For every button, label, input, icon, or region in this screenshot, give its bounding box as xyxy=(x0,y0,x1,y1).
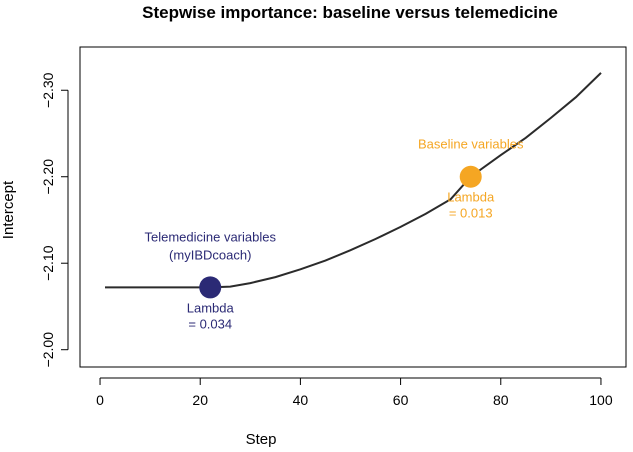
x-tick-label: 100 xyxy=(589,392,613,408)
x-tick-label: 80 xyxy=(493,392,509,408)
lambda-label: Lambda xyxy=(187,300,235,315)
x-tick-label: 60 xyxy=(393,392,409,408)
highlight-point-group: Baseline variables Lambda= 0.013 xyxy=(418,137,524,221)
plot-area: Telemedicine variables (myIBDcoach) Lambda… xyxy=(79,46,627,368)
y-axis-label: Intercept xyxy=(0,180,17,239)
group-label: Telemedicine variables xyxy=(144,229,276,244)
group-label: (myIBDcoach) xyxy=(169,247,251,262)
plot-frame xyxy=(79,46,627,368)
marker-layer: Telemedicine variables (myIBDcoach) Lambda… xyxy=(144,137,523,332)
x-tick-label: 20 xyxy=(192,392,208,408)
y-tick-label: −2.30 xyxy=(40,72,56,108)
y-tick-label: −2.00 xyxy=(40,332,56,368)
y-tick-label: −2.10 xyxy=(40,245,56,281)
highlight-point xyxy=(459,165,482,188)
x-tick-label: 0 xyxy=(96,392,104,408)
x-tick-label: 40 xyxy=(293,392,309,408)
y-axis: −2.00 −2.10 −2.20 −2.30 xyxy=(40,72,69,368)
lambda-label: Lambda xyxy=(447,190,495,205)
x-axis: 0 20 40 60 80 100 xyxy=(96,377,613,408)
chart-title: Stepwise importance: baseline versus tel… xyxy=(142,3,558,22)
group-label: Baseline variables xyxy=(418,137,524,152)
x-axis-label: Step xyxy=(246,431,277,448)
lambda-label: = 0.013 xyxy=(449,206,493,221)
y-tick-label: −2.20 xyxy=(40,159,56,195)
lambda-label: = 0.034 xyxy=(188,316,232,331)
highlight-point-group: Telemedicine variables (myIBDcoach) Lambda… xyxy=(144,229,276,331)
highlight-point xyxy=(199,276,222,299)
